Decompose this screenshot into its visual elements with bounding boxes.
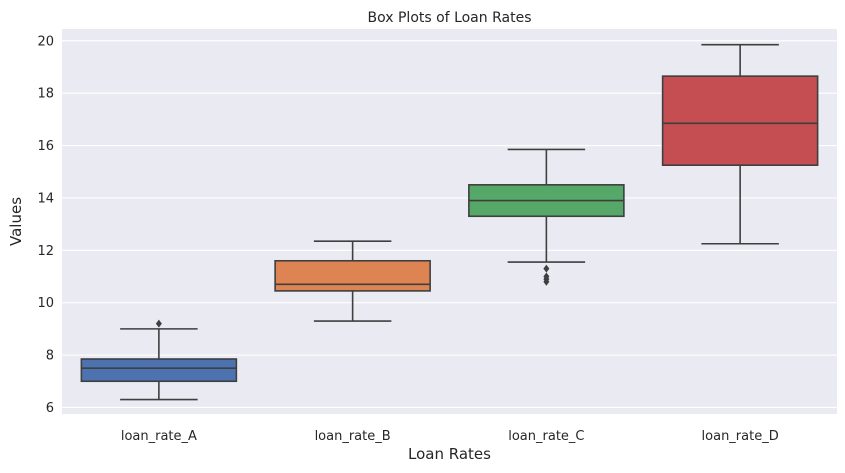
box-loan_rate_C <box>468 148 625 286</box>
x-tick-label: loan_rate_B <box>315 429 391 444</box>
outlier-point <box>543 264 550 273</box>
y-axis-title: Values <box>7 197 25 246</box>
outlier-point <box>155 319 162 328</box>
y-tick-label: 20 <box>37 34 54 49</box>
box-loan_rate_D <box>661 43 819 245</box>
iqr-box <box>661 75 819 166</box>
iqr-box <box>80 358 238 383</box>
box-loan_rate_B <box>274 240 431 322</box>
outlier-point <box>543 277 550 286</box>
y-tick-label: 18 <box>37 87 54 102</box>
box-series <box>80 43 819 401</box>
y-tick-label: 8 <box>46 349 54 364</box>
y-tick-label: 12 <box>37 244 54 259</box>
y-tick-label: 14 <box>37 191 54 206</box>
x-tick-labels: loan_rate_A loan_rate_B loan_rate_C loan_ra… <box>121 429 779 444</box>
x-tick-label: loan_rate_C <box>508 429 584 444</box>
box-loan_rate_A <box>80 319 238 401</box>
y-tick-label: 6 <box>46 401 54 416</box>
y-tick-label: 16 <box>37 139 54 154</box>
iqr-box <box>274 259 431 292</box>
y-tick-label: 10 <box>37 296 54 311</box>
chart-title: Box Plots of Loan Rates <box>368 10 532 26</box>
x-tick-label: loan_rate_D <box>702 429 779 444</box>
y-tick-labels: 6 8 10 12 14 16 18 20 <box>37 34 54 416</box>
x-axis-title: Loan Rates <box>408 445 491 463</box>
x-tick-label: loan_rate_A <box>121 429 197 444</box>
